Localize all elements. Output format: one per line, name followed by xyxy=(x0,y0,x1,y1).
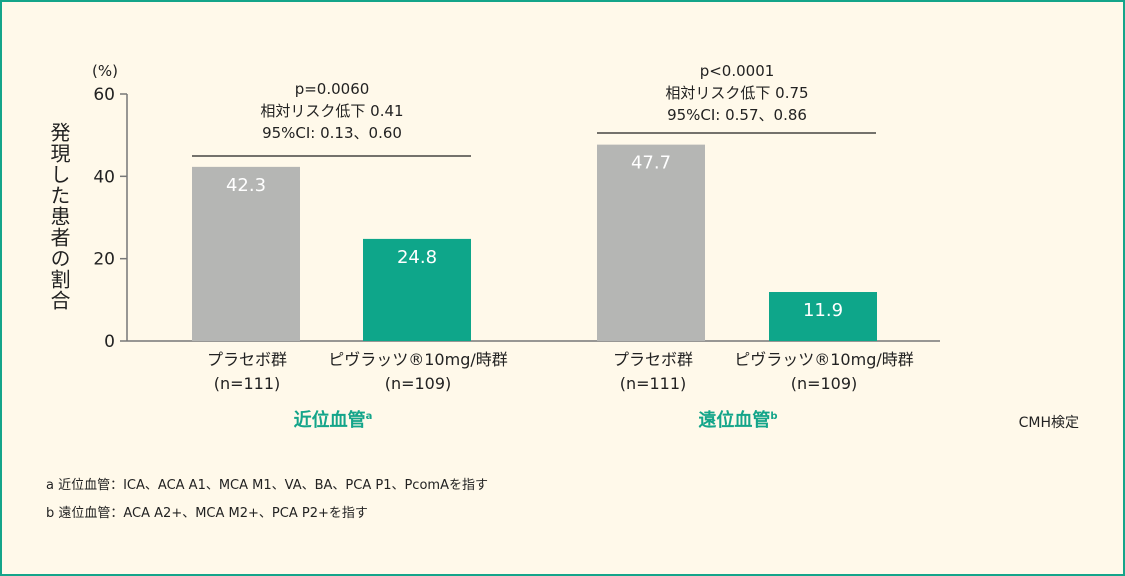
bar xyxy=(363,238,471,341)
risk-reduction: 相対リスク低下 0.75 xyxy=(665,84,809,102)
group-label-distal: 遠位血管b xyxy=(638,406,838,432)
category-label: ピヴラッツ®10mg/時群 (n=109) xyxy=(308,348,528,396)
footnote-b: b 遠位血管：ACA A2+、MCA M2+、PCA P2+を指す xyxy=(46,506,368,521)
y-axis-label: 発現した患者の割合 xyxy=(47,122,71,311)
stats-proximal: p=0.0060 相対リスク低下 0.41 95%CI: 0.13、0.60 xyxy=(182,78,482,144)
footnote-marker: b xyxy=(770,411,778,422)
category-name: ピヴラッツ®10mg/時群 xyxy=(328,350,508,369)
group-name: 遠位血管 xyxy=(698,410,771,431)
bar-value-label: 42.3 xyxy=(226,175,266,196)
y-tick-label: 0 xyxy=(104,332,115,352)
bar xyxy=(192,166,300,341)
category-n: (n=109) xyxy=(384,374,452,393)
group-name: 近位血管 xyxy=(293,410,366,431)
p-value: p<0.0001 xyxy=(699,62,775,80)
p-value: p=0.0060 xyxy=(294,80,370,98)
y-axis-unit: (%) xyxy=(92,62,118,80)
test-note: CMH検定 xyxy=(1018,415,1079,431)
category-n: (n=111) xyxy=(619,374,687,393)
category-name: ピヴラッツ®10mg/時群 xyxy=(734,350,914,369)
group-label-proximal: 近位血管a xyxy=(233,406,433,432)
bar-value-label: 11.9 xyxy=(803,300,843,321)
bar-value-label: 24.8 xyxy=(397,247,437,268)
category-name: プラセボ群 xyxy=(612,350,693,369)
confidence-interval: 95%CI: 0.13、0.60 xyxy=(262,124,402,142)
category-name: プラセボ群 xyxy=(206,350,287,369)
category-n: (n=109) xyxy=(790,374,858,393)
confidence-interval: 95%CI: 0.57、0.86 xyxy=(667,106,807,124)
bar xyxy=(769,292,877,341)
category-n: (n=111) xyxy=(213,374,281,393)
category-label: プラセボ群 (n=111) xyxy=(543,348,763,396)
stats-distal: p<0.0001 相対リスク低下 0.75 95%CI: 0.57、0.86 xyxy=(587,60,887,126)
footnote-a: a 近位血管：ICA、ACA A1、MCA M1、VA、BA、PCA P1、Pc… xyxy=(46,478,488,493)
y-tick-label: 20 xyxy=(93,250,115,270)
bar-value-label: 47.7 xyxy=(631,153,671,174)
y-tick-label: 40 xyxy=(93,167,115,187)
risk-reduction: 相対リスク低下 0.41 xyxy=(260,102,404,120)
category-label: ピヴラッツ®10mg/時群 (n=109) xyxy=(714,348,934,396)
footnote-marker: a xyxy=(365,411,373,422)
category-label: プラセボ群 (n=111) xyxy=(137,348,357,396)
y-tick-label: 60 xyxy=(93,85,115,105)
bar xyxy=(597,144,705,341)
